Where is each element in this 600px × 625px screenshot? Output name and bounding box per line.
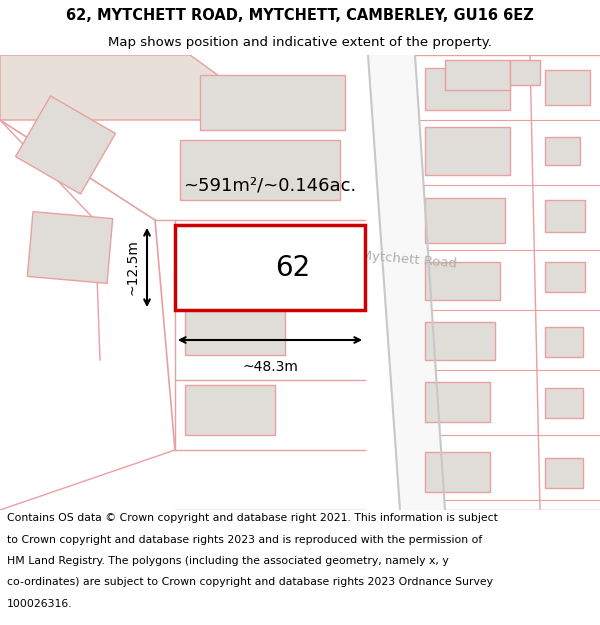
Bar bbox=[175, 225, 365, 310]
Text: co-ordinates) are subject to Crown copyright and database rights 2023 Ordnance S: co-ordinates) are subject to Crown copyr… bbox=[7, 578, 493, 587]
Text: 100026316.: 100026316. bbox=[7, 599, 73, 609]
Bar bbox=[425, 68, 510, 110]
Bar bbox=[425, 198, 505, 243]
Bar bbox=[545, 200, 585, 232]
Bar bbox=[545, 388, 583, 418]
Bar bbox=[545, 137, 580, 165]
Text: to Crown copyright and database rights 2023 and is reproduced with the permissio: to Crown copyright and database rights 2… bbox=[7, 535, 482, 545]
Bar bbox=[545, 327, 583, 357]
Bar bbox=[16, 96, 115, 194]
Bar bbox=[425, 262, 500, 300]
Bar bbox=[425, 382, 490, 422]
Text: Map shows position and indicative extent of the property.: Map shows position and indicative extent… bbox=[108, 36, 492, 49]
Bar bbox=[185, 295, 285, 355]
Polygon shape bbox=[368, 55, 445, 510]
Text: 62: 62 bbox=[275, 254, 310, 281]
Text: ~48.3m: ~48.3m bbox=[242, 360, 298, 374]
Text: Contains OS data © Crown copyright and database right 2021. This information is : Contains OS data © Crown copyright and d… bbox=[7, 514, 498, 524]
Bar bbox=[510, 60, 540, 85]
Bar bbox=[425, 322, 495, 360]
Bar bbox=[545, 458, 583, 488]
Bar bbox=[445, 60, 510, 90]
Bar bbox=[200, 75, 345, 130]
Bar bbox=[28, 212, 113, 283]
Text: HM Land Registry. The polygons (including the associated geometry, namely x, y: HM Land Registry. The polygons (includin… bbox=[7, 556, 449, 566]
Text: Mytchett Road: Mytchett Road bbox=[361, 249, 458, 271]
Text: ~12.5m: ~12.5m bbox=[125, 239, 139, 296]
Text: 62, MYTCHETT ROAD, MYTCHETT, CAMBERLEY, GU16 6EZ: 62, MYTCHETT ROAD, MYTCHETT, CAMBERLEY, … bbox=[66, 8, 534, 23]
Bar bbox=[185, 385, 275, 435]
Bar bbox=[425, 127, 510, 175]
Bar bbox=[425, 452, 490, 492]
Bar bbox=[545, 70, 590, 105]
Bar bbox=[545, 262, 585, 292]
Text: ~591m²/~0.146ac.: ~591m²/~0.146ac. bbox=[184, 176, 356, 194]
Bar bbox=[180, 140, 340, 200]
Polygon shape bbox=[0, 55, 280, 120]
